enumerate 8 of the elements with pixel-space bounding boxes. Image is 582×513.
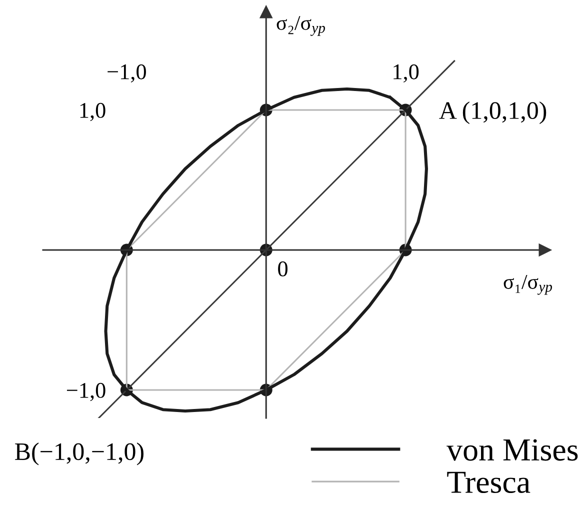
annotation: 0 bbox=[278, 261, 288, 276]
y-axis-title: σ₂/σ$_{yp}$ bbox=[276, 16, 325, 36]
x-axis-title: σ₁/σ$_{yp}$ bbox=[504, 275, 552, 295]
legend-label: Tresca bbox=[447, 472, 530, 494]
legend-label: von Mises bbox=[446, 439, 578, 461]
annotation: B(−1,0,−1,0) bbox=[15, 442, 144, 466]
annotation: A (1,0,1,0) bbox=[439, 101, 546, 124]
line-series bbox=[104, 87, 428, 413]
